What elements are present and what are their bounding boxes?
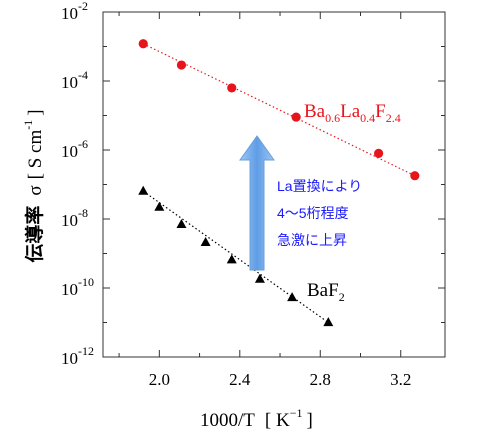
series-0-point	[291, 112, 301, 122]
series-1-point	[254, 273, 265, 283]
plot-frame	[102, 11, 446, 358]
svg-text:Ba0.6La0.4F2.4: Ba0.6La0.4F2.4	[304, 101, 401, 125]
series-0-point	[176, 60, 187, 70]
series-1-point	[287, 292, 298, 302]
up-arrow-icon	[239, 135, 275, 271]
annotation-text: La置換により 4～5桁程度 急激に上昇	[277, 178, 362, 248]
black-series-label: BaF2	[307, 280, 345, 304]
y-tick-label: 10-10	[61, 275, 94, 299]
series-1-point	[323, 317, 334, 327]
y-tick-label: 10-4	[61, 68, 88, 92]
annotation-line-2: 4～5桁程度	[277, 205, 349, 221]
series-0-point	[227, 83, 237, 93]
series-1-point	[154, 201, 165, 211]
svg-text:伝導率σ[ S cm-1]: 伝導率σ[ S cm-1]	[21, 109, 46, 262]
x-tick-label: 2.4	[229, 370, 251, 389]
series-layer	[138, 39, 420, 327]
annotation-line-1: La置換により	[277, 178, 362, 194]
y-tick-label: 10-6	[61, 137, 88, 161]
x-axis-label: 1000/T[ K−1]	[200, 406, 313, 431]
series-0-point	[410, 171, 420, 181]
y-tick-label: 10-8	[61, 206, 88, 230]
svg-text:1000/T[ K−1]: 1000/T[ K−1]	[200, 406, 313, 431]
annotation-line-3: 急激に上昇	[277, 232, 347, 248]
svg-text:BaF2: BaF2	[307, 280, 345, 304]
x-tick-label: 2.8	[310, 370, 331, 389]
y-tick-label: 10-12	[61, 344, 94, 368]
y-axis-ticks: 10-2 10-4 10-6 10-8 10-10 10-12	[61, 0, 445, 368]
x-axis-ticks: 2.0 2.4 2.8 3.2	[118, 12, 411, 389]
series-1-point	[176, 218, 187, 228]
x-tick-label: 3.2	[390, 370, 411, 389]
y-tick-label: 10-2	[61, 0, 88, 23]
series-1-trend-line	[142, 190, 329, 323]
y-axis-label: 伝導率σ[ S cm-1]	[21, 109, 46, 262]
series-1-point	[200, 236, 211, 246]
red-series-label: Ba0.6La0.4F2.4	[304, 101, 401, 125]
x-tick-label: 2.0	[149, 370, 170, 389]
series-0-point	[374, 148, 384, 158]
series-1-point	[226, 254, 237, 264]
series-0-point	[138, 39, 148, 49]
series-1-point	[138, 185, 149, 195]
